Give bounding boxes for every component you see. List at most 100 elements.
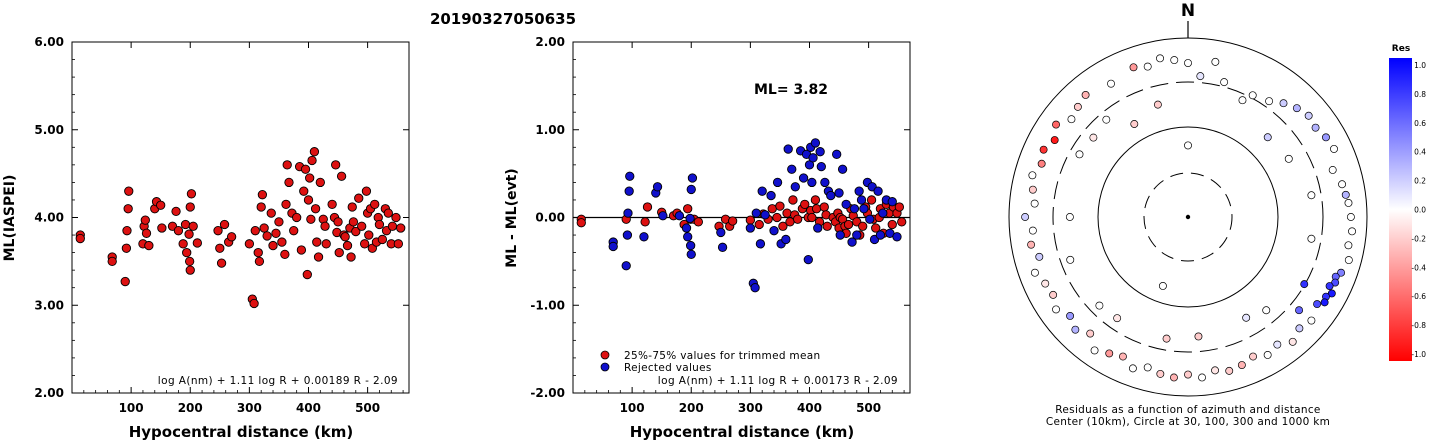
middle-data-point <box>686 249 696 260</box>
colorbar-tick-label: -0.8 <box>1411 321 1426 330</box>
middle-data-point <box>642 202 653 212</box>
polar-data-point <box>1295 324 1304 333</box>
left-x-tick-label: 200 <box>178 401 203 415</box>
left-y-tick-label: 2.00 <box>34 386 64 400</box>
polar-data-point <box>1300 280 1309 289</box>
colorbar-tick-label: -0.2 <box>1411 234 1426 243</box>
left-x-axis-label: Hypocentral distance (km) <box>129 423 354 441</box>
middle-data-point <box>787 164 797 174</box>
left-data-point <box>333 217 343 227</box>
middle-data-point <box>798 173 809 183</box>
left-data-point <box>310 204 321 214</box>
left-data-point <box>120 276 130 287</box>
left-data-point <box>296 245 307 255</box>
left-data-point <box>144 240 154 251</box>
left-data-point <box>354 193 364 203</box>
left-data-point <box>284 177 294 188</box>
left-data-point <box>281 199 291 209</box>
polar-data-point <box>1075 150 1084 159</box>
polar-caption-line2: Center (10km), Circle at 30, 100, 300 an… <box>1046 416 1330 428</box>
polar-data-point <box>1090 346 1099 355</box>
polar-data-point <box>1211 57 1220 66</box>
polar-data-point <box>1273 340 1282 349</box>
middle-x-axis-label: Hypocentral distance (km) <box>630 423 855 441</box>
polar-data-point <box>1348 227 1357 236</box>
middle-data-point <box>887 197 897 207</box>
left-data-point <box>340 232 350 242</box>
polar-data-point <box>1049 290 1058 299</box>
middle-data-point <box>652 182 663 192</box>
left-data-point <box>396 223 406 233</box>
left-data-point <box>336 171 347 181</box>
middle-data-point <box>782 208 792 218</box>
middle-data-point <box>813 223 823 233</box>
middle-x-tick-label: 300 <box>738 401 763 415</box>
polar-data-point <box>1028 226 1037 235</box>
left-data-point <box>280 249 290 260</box>
middle-data-point <box>716 227 726 238</box>
middle-y-tick-label: -1.00 <box>530 298 565 312</box>
polar-data-point <box>1037 159 1046 168</box>
left-data-point <box>186 189 197 199</box>
middle-data-point <box>811 204 822 214</box>
polar-data-point <box>1089 133 1098 142</box>
polar-data-point <box>1027 240 1036 249</box>
polar-data-point <box>1086 329 1095 338</box>
polar-data-point <box>1102 115 1111 124</box>
left-data-point <box>313 252 324 262</box>
middle-data-point <box>760 210 770 220</box>
polar-data-point <box>1041 279 1050 288</box>
polar-data-point <box>1344 241 1353 250</box>
middle-data-point <box>693 217 703 227</box>
left-x-tick-label: 500 <box>355 401 380 415</box>
middle-data-point <box>769 226 779 236</box>
middle-data-point <box>727 216 738 226</box>
colorbar-tick-label: 0.2 <box>1414 177 1426 186</box>
polar-data-point <box>1066 312 1075 320</box>
north-label: N <box>1181 1 1195 21</box>
middle-data-point <box>621 261 631 271</box>
middle-data-point <box>757 186 767 196</box>
middle-data-point <box>674 211 685 221</box>
left-data-point <box>226 232 237 242</box>
polar-data-point <box>1248 91 1257 100</box>
left-formula: log A(nm) + 1.11 log R + 0.00189 R - 2.0… <box>158 375 398 387</box>
middle-data-point <box>766 190 776 201</box>
left-y-tick-label: 5.00 <box>34 123 64 137</box>
polar-data-point <box>1328 166 1337 174</box>
polar-data-point <box>1346 213 1355 221</box>
left-data-point <box>124 186 134 196</box>
left-y-axis: 2.00 3.00 4.00 5.00 6.00 <box>34 35 409 400</box>
middle-data-point <box>826 190 836 201</box>
middle-chart: -2.00 -1.00 0.00 1.00 2.00 100 200 300 400 500 M… <box>504 35 911 441</box>
left-data-point <box>256 202 266 212</box>
middle-data-point <box>849 204 860 214</box>
polar-data-point <box>1330 144 1338 153</box>
left-data-point <box>173 226 184 236</box>
left-data-point <box>219 219 230 230</box>
polar-data-point <box>1095 301 1104 310</box>
middle-data-point <box>683 204 693 214</box>
left-data-point <box>312 237 322 247</box>
polar-data-point <box>1050 136 1059 144</box>
middle-data-point <box>624 186 634 196</box>
polar-data-point <box>1118 352 1127 361</box>
middle-data-point <box>843 219 854 230</box>
middle-data-point <box>854 186 864 196</box>
middle-data-point <box>783 144 793 154</box>
left-data-point <box>188 221 198 231</box>
middle-y-axis: -2.00 -1.00 0.00 1.00 2.00 <box>530 35 910 400</box>
polar-data-point <box>1184 370 1192 379</box>
middle-data-point <box>772 177 783 188</box>
polar-data-point <box>1331 278 1340 287</box>
circle-30km <box>1143 172 1233 262</box>
middle-data-point <box>875 230 886 240</box>
colorbar-tick-label: 1.0 <box>1414 61 1426 70</box>
circle-100km <box>1097 126 1279 308</box>
middle-data-point <box>772 212 782 223</box>
left-data-point <box>374 219 385 230</box>
left-data-points <box>75 147 406 309</box>
middle-data-point <box>767 204 777 214</box>
left-data-point <box>185 256 195 267</box>
